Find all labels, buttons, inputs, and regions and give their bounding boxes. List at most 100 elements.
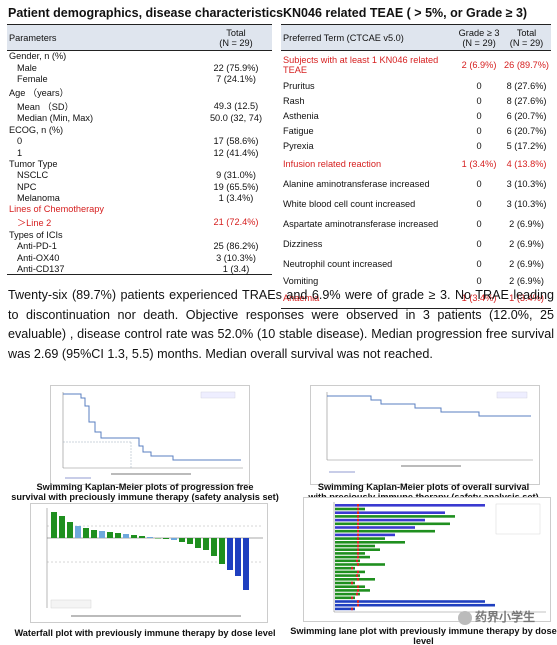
swimmer-event-marker — [351, 607, 353, 611]
teae-grade3: 1 (3.4%) — [461, 158, 497, 169]
demographics-row: NSCLC 9 (31.0%) — [7, 170, 272, 181]
swimmer-lane — [335, 570, 365, 574]
teae-term: White blood cell count increased — [283, 198, 416, 209]
parameter-label: Gender, n (%) — [9, 51, 67, 62]
waterfall-bar — [107, 532, 113, 538]
demographics-row: Anti-CD137 1 (3.4) — [7, 263, 272, 274]
swimmer-lane — [335, 552, 365, 555]
teae-term: Subjects with at least 1 KN046 related T… — [283, 54, 439, 75]
parameter-value: 50.0 (32, 74) — [209, 113, 263, 124]
swimmer-event-marker — [357, 578, 359, 581]
waterfall-new-lesions-key — [50, 599, 92, 609]
swimmer-lanes — [335, 504, 495, 611]
km-os-legend — [496, 391, 528, 399]
swimmer-lane — [335, 507, 365, 511]
teae-grade3: 2 (6.9%) — [461, 59, 497, 70]
demographics-row: 0 17 (58.6%) — [7, 135, 272, 146]
swimmer-lane — [335, 529, 435, 533]
waterfall-bar — [131, 535, 137, 538]
total-header-line1: Total — [226, 27, 246, 38]
waterfall-bar — [139, 536, 145, 538]
swimmer-event-marker — [357, 600, 359, 603]
waterfall-bar — [179, 538, 185, 542]
waterfall-bar — [243, 538, 249, 590]
parameter-label: NSCLC — [17, 170, 49, 181]
swimmer-lane — [335, 589, 370, 592]
parameter-label: Female — [17, 73, 48, 84]
teae-grade3: 0 — [476, 141, 482, 151]
parameter-value — [200, 124, 272, 135]
parameter-label: ECOG, n (%) — [9, 124, 64, 135]
parameter-value: 7 (24.1%) — [216, 73, 256, 84]
parameter-label: Mean （SD） — [17, 101, 74, 112]
demographics-row: Female 7 (24.1%) — [7, 73, 272, 84]
teae-term: Anaemia — [283, 293, 320, 304]
teae-row: Vomiting 0 2 (6.9%) — [281, 274, 551, 289]
waterfall-svg — [46, 508, 263, 617]
swimmer-lane — [335, 585, 365, 588]
swimmer-event-marker — [357, 537, 359, 540]
swimmer-caption: Swimming lane plot with previously immun… — [290, 626, 557, 645]
km-pfs-curve — [63, 393, 241, 461]
waterfall-bar — [99, 531, 105, 538]
swimmer-event-marker — [357, 552, 359, 555]
swimmer-lane — [335, 592, 360, 596]
teae-row: Asthenia 0 6 (20.7%) — [281, 109, 551, 124]
swimmer-lane — [335, 578, 375, 581]
swimmer-lane — [335, 603, 495, 607]
demographics-row: NPC 19 (65.5%) — [7, 181, 272, 192]
parameter-label: Anti-PD-1 — [17, 241, 57, 252]
waterfall-bar — [115, 533, 121, 538]
waterfall-bar — [147, 537, 153, 538]
teae-grade3: 0 — [476, 198, 482, 209]
teae-grade3: 0 — [476, 258, 482, 269]
swimmer-lane — [335, 566, 355, 570]
watermark: 药界小学生 — [458, 608, 535, 625]
swimmer-event-marker — [351, 581, 353, 585]
parameter-label: Anti-CD137 — [17, 263, 65, 274]
teae-total-header: Total (N = 29) — [502, 24, 551, 51]
parameter-label: Age （years） — [9, 87, 69, 98]
waterfall-caption: Waterfall plot with previously immune th… — [14, 628, 276, 638]
waterfall-bar — [227, 538, 233, 570]
swimmer-lane — [335, 541, 405, 544]
teae-total: 3 (10.3%) — [506, 178, 547, 189]
teae-title: KN046 related TEAE ( > 5%, or Grade ≥ 3) — [283, 6, 528, 20]
teae-grade3: 0 — [476, 276, 482, 286]
teae-term: Dizziness — [283, 238, 323, 249]
swimmer-event-marker — [357, 518, 359, 522]
teae-row: Alanine aminotransferase increased 0 3 (10… — [281, 174, 551, 194]
swimmer-event-marker — [356, 574, 358, 577]
teae-total: 3 (10.3%) — [506, 198, 547, 209]
demographics-row: Anti-OX40 3 (10.3%) — [7, 252, 272, 263]
teae-total: 6 (20.7%) — [506, 111, 547, 121]
swimmer-lane — [335, 526, 415, 529]
os-caption-line1: Swimming Kaplan-Meier plots of overall s… — [317, 482, 530, 492]
teae-term: Pyrexia — [283, 141, 314, 151]
teae-row: Fatigue 0 6 (20.7%) — [281, 124, 551, 139]
waterfall-bar — [235, 538, 241, 576]
wechat-logo-icon — [458, 610, 472, 625]
grade3-header: Grade ≥ 3 (N = 29) — [456, 24, 503, 51]
swimmer-legend — [495, 503, 541, 535]
teae-term: Aspartate aminotransferase increased — [283, 218, 439, 229]
results-summary: Twenty-six (89.7%) patients experienced … — [8, 288, 554, 361]
teae-row: Aspartate aminotransferase increased 0 2 (… — [281, 214, 551, 234]
swimmer-lane — [335, 559, 360, 563]
parameter-label: Tumor Type — [9, 158, 58, 169]
demographics-header-row: Parameters Total (N = 29) — [7, 24, 272, 51]
teae-term: Neutrophil count increased — [283, 258, 393, 269]
demographics-row: Age （years） — [7, 85, 272, 99]
teae-row: Neutrophil count increased 0 2 (6.9%) — [281, 254, 551, 274]
demographics-row: ＞Line 2 21 (72.4%) — [7, 215, 272, 229]
waterfall-bar — [203, 538, 209, 550]
teae-term: Vomiting — [283, 276, 319, 286]
waterfall-bar — [211, 538, 217, 556]
teae-total: 6 (20.7%) — [506, 126, 547, 136]
teae-term: Asthenia — [283, 111, 319, 121]
preferred-term-header: Preferred Term (CTCAE v5.0) — [281, 24, 457, 51]
parameter-value: 17 (58.6%) — [213, 136, 259, 147]
parameter-label: 0 — [17, 136, 23, 147]
teae-grade3: 0 — [476, 126, 482, 136]
teae-total: 5 (17.2%) — [506, 141, 547, 151]
